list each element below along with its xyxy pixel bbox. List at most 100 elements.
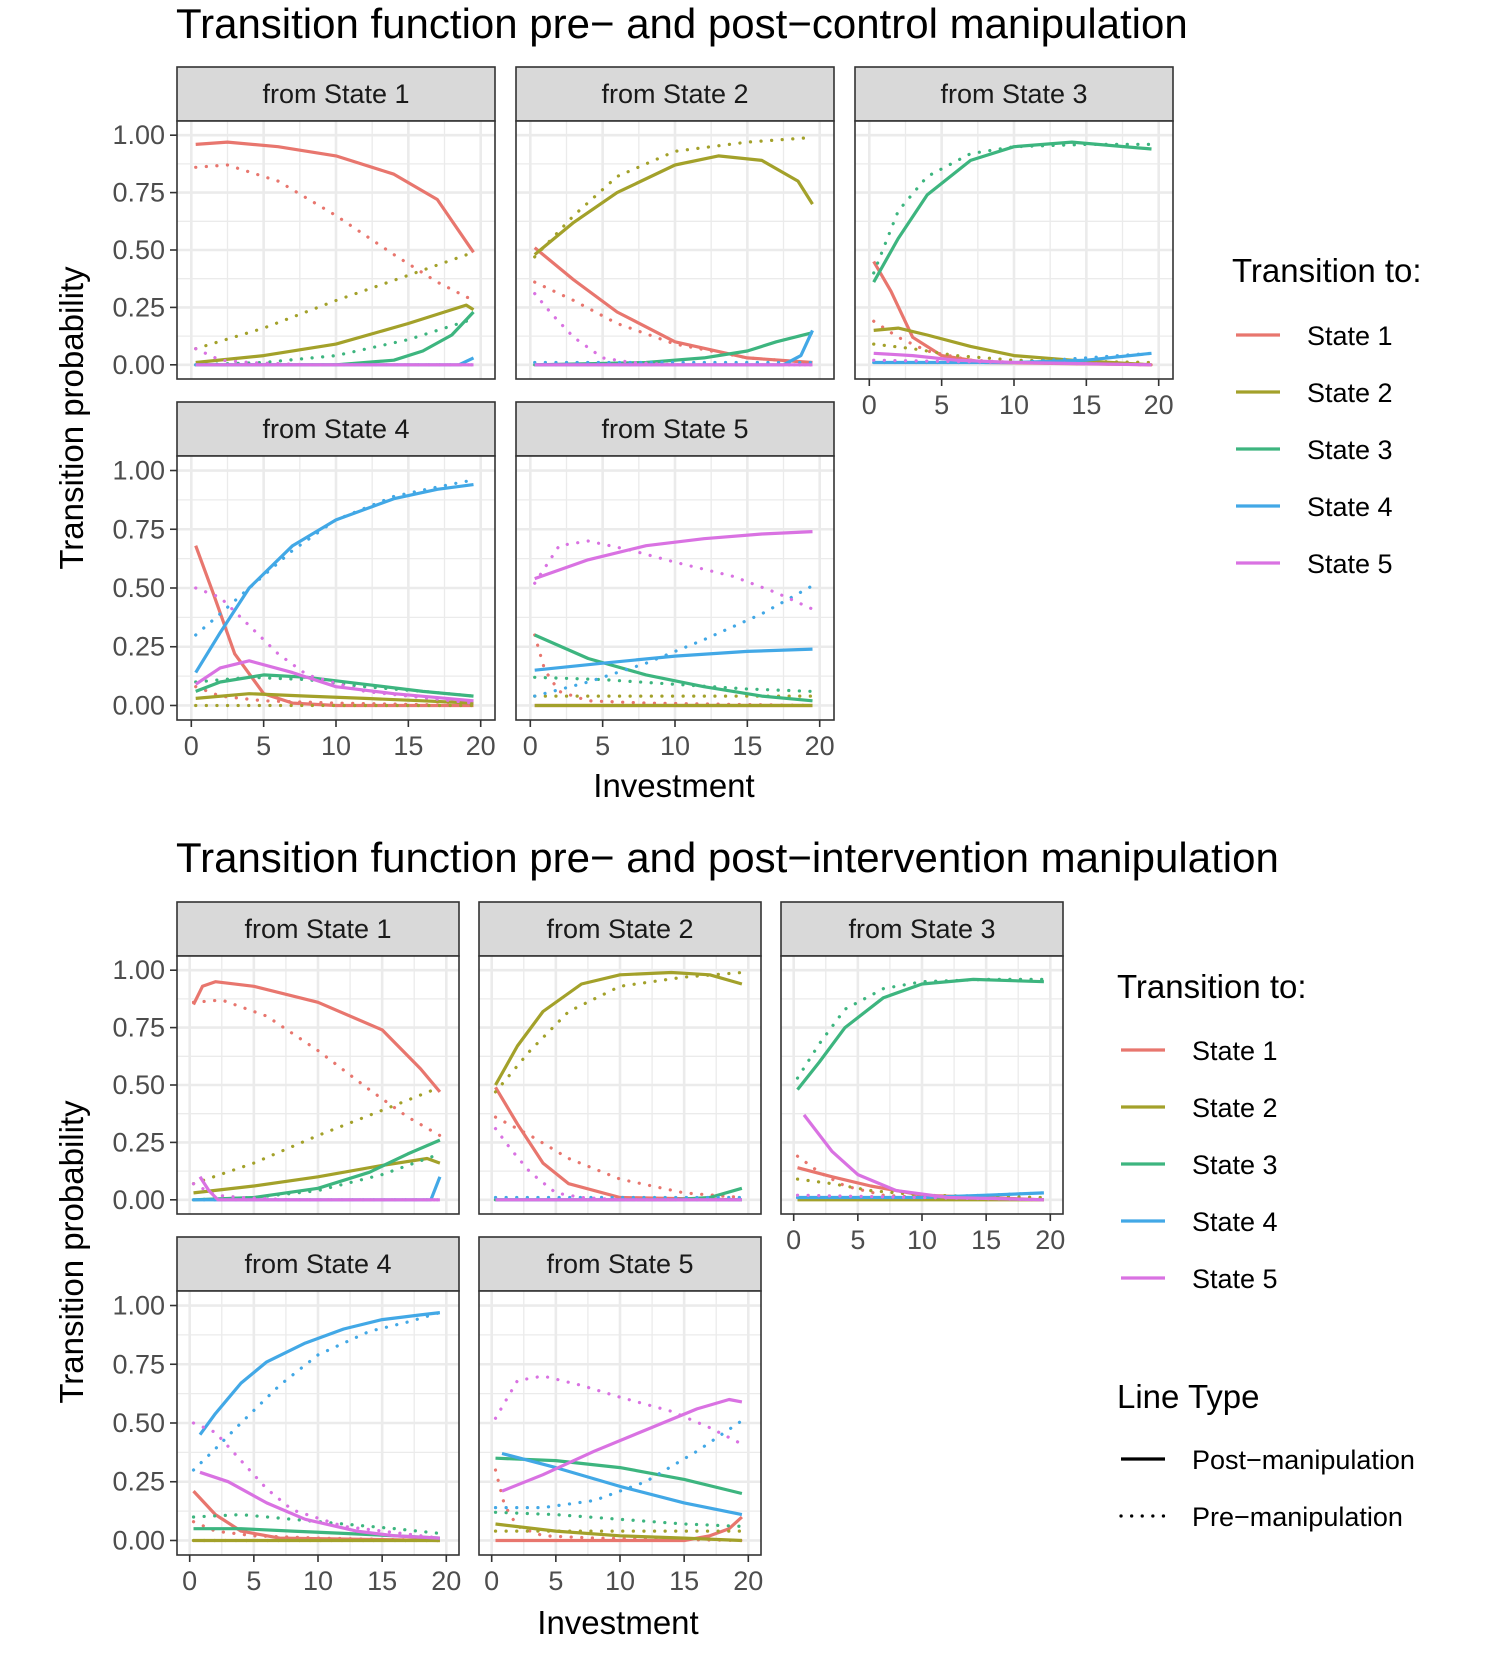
y-tick-label: 0.25 <box>112 292 165 322</box>
series-line-state-4-pre <box>533 584 815 698</box>
series-line-state-4-pre <box>493 1419 744 1510</box>
legend-label: Post−manipulation <box>1192 1445 1415 1475</box>
x-tick-label: 10 <box>605 1566 635 1596</box>
facet-strip-label: from State 4 <box>262 414 409 444</box>
facet-strip-label: from State 3 <box>848 914 995 944</box>
legend-label: State 4 <box>1192 1207 1278 1237</box>
series-line-state-1-pre <box>493 1115 744 1200</box>
series-line-state-2-post <box>494 970 743 1086</box>
series-line-state-2-post <box>195 303 475 365</box>
series-line-state-4-post <box>534 647 813 672</box>
facet-strip-label: from State 1 <box>262 79 409 109</box>
facet-strip-label: from State 3 <box>940 79 1087 109</box>
y-tick-label: 0.75 <box>112 178 165 208</box>
series-line-state-2-post <box>195 692 474 705</box>
series-line-state-3-post <box>495 1456 743 1496</box>
legend-title: Transition to: <box>1117 968 1307 1005</box>
x-tick-label: 0 <box>182 1566 197 1596</box>
x-tick-label: 5 <box>850 1225 865 1255</box>
facet-panel: from State 3 0 5 10 15 20 <box>780 901 1065 1255</box>
x-tick-label: 10 <box>999 390 1029 420</box>
y-tick-label: 1.00 <box>112 120 165 150</box>
x-tick-label: 5 <box>548 1566 563 1596</box>
series-line-state-4-pre <box>872 351 1154 365</box>
y-tick-label: 0.25 <box>112 1127 165 1157</box>
x-tick-label: 20 <box>1144 390 1174 420</box>
series-line-state-3-post <box>872 140 1152 283</box>
series-line-state-5-post <box>873 351 1152 367</box>
series-line-state-5-post <box>802 1113 1044 1202</box>
series-line-state-1-post <box>533 246 813 365</box>
legend-label: State 2 <box>1307 378 1393 408</box>
x-tick-label: 10 <box>303 1566 333 1596</box>
legend-title: Transition to: <box>1232 252 1422 289</box>
x-tick-label: 0 <box>484 1566 499 1596</box>
series-line-state-3-post <box>534 633 813 703</box>
series-line-state-5-pre <box>533 292 815 367</box>
x-tick-label: 0 <box>862 390 877 420</box>
x-axis-title: Investment <box>593 767 754 804</box>
series-line-state-1-post <box>494 1086 742 1202</box>
facet-strip-label: from State 2 <box>601 79 748 109</box>
facet-panel: from State 5 0 5 10 15 20 <box>478 1236 763 1596</box>
series-line-state-2-pre <box>872 342 1154 365</box>
facet-panel: from State 2 <box>515 66 835 380</box>
facet-panel: from State 1 0.00 0.25 0.50 0.75 1.00 <box>112 66 496 380</box>
facet-strip <box>176 1236 460 1292</box>
series-line-state-2-post <box>533 154 814 256</box>
legend-linetype-title: Line Type <box>1117 1378 1260 1415</box>
x-tick-label: 0 <box>786 1225 801 1255</box>
chart-1: Transition function pre− and post−contro… <box>53 0 1422 804</box>
x-tick-label: 5 <box>256 731 271 761</box>
facet-strip-label: from State 1 <box>244 914 391 944</box>
series-line-state-3-pre <box>795 977 1046 1080</box>
series-line-state-2-pre <box>191 1085 442 1186</box>
legend-label: State 1 <box>1192 1036 1278 1066</box>
facet-strip <box>478 1236 762 1292</box>
series-line-state-3-pre <box>533 675 815 693</box>
y-tick-label: 0.50 <box>112 235 165 265</box>
series-line-state-5-post <box>534 530 813 581</box>
x-tick-label: 5 <box>595 731 610 761</box>
x-tick-label: 20 <box>733 1566 763 1596</box>
series-line-state-5-pre <box>795 1193 1046 1202</box>
series-line-state-3-post <box>796 977 1044 1091</box>
facet-strip <box>515 401 835 457</box>
x-tick-label: 0 <box>523 731 538 761</box>
y-axis-title: Transition probability <box>53 1100 90 1404</box>
series-line-state-1-pre <box>191 1520 442 1543</box>
y-tick-label: 0.75 <box>112 1349 165 1379</box>
x-tick-label: 5 <box>246 1566 261 1596</box>
facet-strip-label: from State 5 <box>601 414 748 444</box>
x-tick-label: 10 <box>907 1225 937 1255</box>
series-line-state-4-pre <box>795 1191 1046 1200</box>
series-line-state-4-post <box>873 351 1152 365</box>
series-line-state-4-post <box>501 1451 743 1517</box>
legend-label: State 5 <box>1192 1264 1278 1294</box>
legend-label: State 5 <box>1307 549 1393 579</box>
y-tick-label: 1.00 <box>112 955 165 985</box>
x-tick-label: 15 <box>669 1566 699 1596</box>
y-tick-label: 0.50 <box>112 1070 165 1100</box>
y-tick-label: 1.00 <box>112 1291 165 1321</box>
x-tick-label: 15 <box>1071 390 1101 420</box>
series-line-state-5-post <box>501 1397 743 1493</box>
series-line-state-3-pre <box>191 1152 442 1202</box>
legend-label: State 2 <box>1192 1093 1278 1123</box>
panel-border <box>478 955 762 1215</box>
x-tick-label: 20 <box>805 731 835 761</box>
legend-label: State 3 <box>1307 435 1393 465</box>
y-tick-label: 0.00 <box>112 1525 165 1555</box>
legend: Transition to: State 1 State 2 State 3 State… <box>1117 968 1415 1532</box>
x-tick-label: 15 <box>971 1225 1001 1255</box>
facet-strip <box>176 66 496 122</box>
y-tick-label: 0.50 <box>112 1408 165 1438</box>
x-tick-label: 15 <box>732 731 762 761</box>
facet-strip <box>176 901 460 957</box>
series-line-state-1-pre <box>533 633 815 708</box>
x-tick-label: 20 <box>1035 1225 1065 1255</box>
facet-panel: from State 3 0 5 10 15 20 <box>854 66 1174 420</box>
facet-panel: from State 4 0 5 10 15 20 0.00 0.25 0.50 0.75 1.00 <box>112 401 496 761</box>
x-tick-label: 20 <box>431 1566 461 1596</box>
y-tick-label: 0.75 <box>112 514 165 544</box>
